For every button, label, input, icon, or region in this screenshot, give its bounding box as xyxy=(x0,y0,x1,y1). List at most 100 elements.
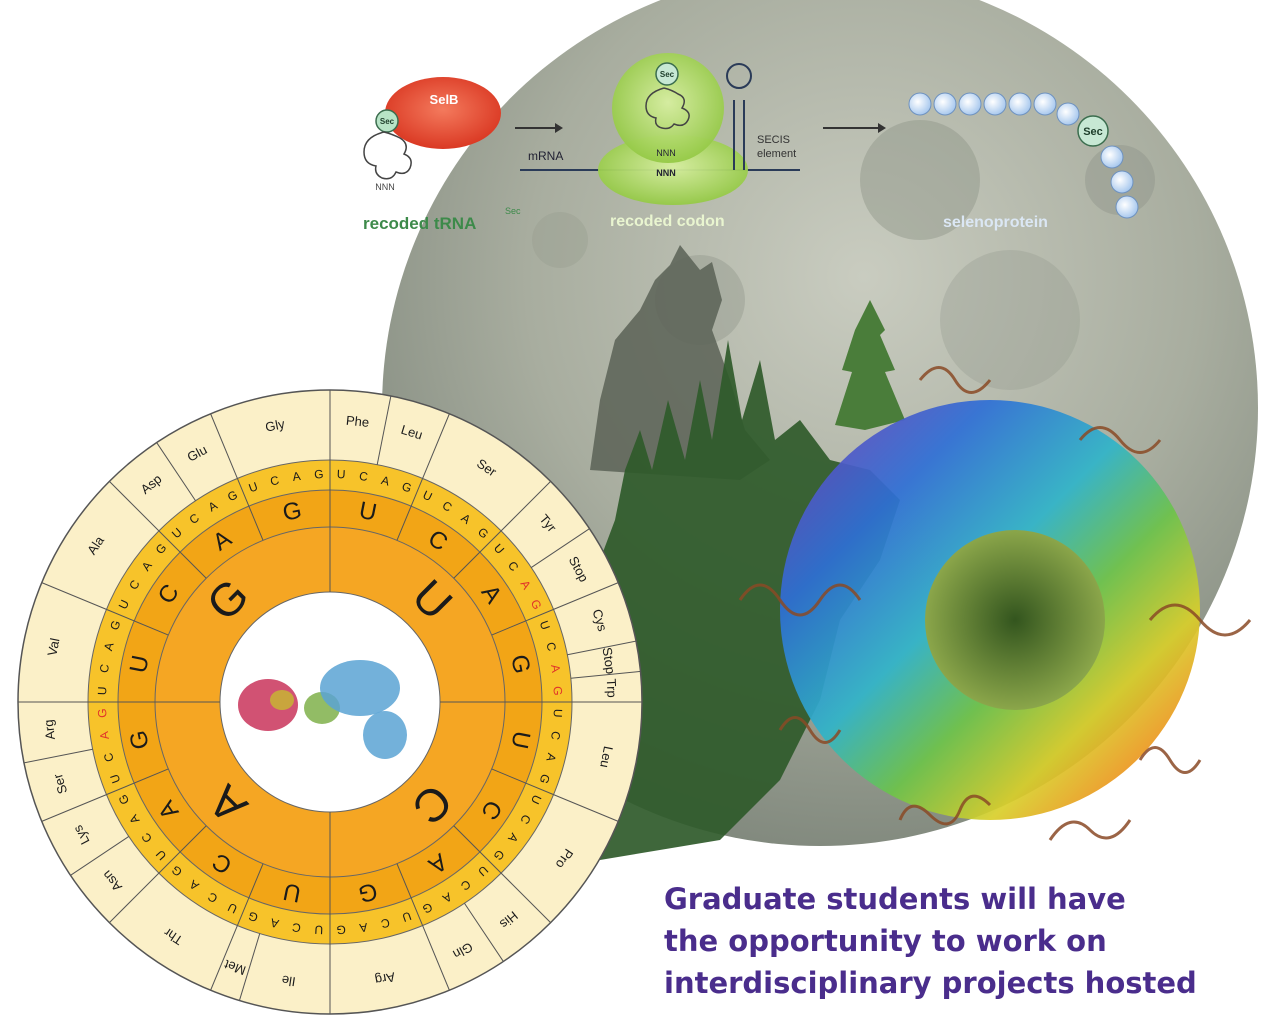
middle-divider xyxy=(106,608,169,636)
mrna-label: mRNA xyxy=(528,149,563,163)
third-base-label: A xyxy=(543,752,559,763)
amino-acid-bead xyxy=(958,92,982,116)
third-base-label: C xyxy=(548,730,563,741)
ribosome-large-subunit xyxy=(612,53,724,163)
third-base-label: A xyxy=(269,915,280,931)
second-base-label: G xyxy=(280,497,304,527)
protein-domain-blue xyxy=(363,711,407,759)
rna-helix xyxy=(898,794,992,826)
ring-hole xyxy=(925,530,1105,710)
third-base-label: U xyxy=(95,686,109,695)
middle-divider xyxy=(491,768,554,796)
trna-icon xyxy=(363,131,412,180)
rna-helix xyxy=(1138,746,1202,774)
arrow-2-head xyxy=(878,123,886,133)
amino-acid-label: Ser xyxy=(50,771,70,795)
amino-acid-label: Val xyxy=(44,637,62,658)
third-base-label: G xyxy=(107,618,123,632)
middle-divider xyxy=(396,863,424,926)
second-base-label: U xyxy=(505,729,535,751)
third-base-label: G xyxy=(336,923,346,937)
amino-acid-divider xyxy=(570,670,641,679)
rna-helix xyxy=(918,366,992,394)
third-base-label: U xyxy=(337,467,346,481)
amino-acid-label: Phe xyxy=(345,413,369,430)
forest-silhouette xyxy=(600,340,900,860)
amino-acid-divider xyxy=(41,582,107,610)
recoded-trna-label: recoded tRNA xyxy=(363,214,476,233)
secis-label: SECIS xyxy=(757,134,790,146)
caption-line-2: the opportunity to work on xyxy=(664,924,1107,958)
second-base-label: G xyxy=(125,728,155,752)
amino-acid-label: Trp xyxy=(604,678,620,698)
amino-acid-divider xyxy=(23,748,93,764)
amino-acid-bead xyxy=(1115,195,1139,219)
third-base-label: C xyxy=(269,473,281,489)
third-base-label: C xyxy=(97,663,112,674)
sec-badge-label: Sec xyxy=(380,117,395,126)
secis-loop xyxy=(726,63,752,89)
third-base-label: A xyxy=(380,473,391,489)
selb-protein xyxy=(385,77,501,149)
third-base-label: A xyxy=(292,469,302,484)
amino-acid-divider xyxy=(210,925,238,991)
amino-acid-divider xyxy=(41,794,107,822)
selb-label: SelB xyxy=(430,92,459,107)
middle-divider xyxy=(158,530,207,579)
rna-helix xyxy=(1048,819,1132,841)
caption: Graduate students will have the opportun… xyxy=(664,878,1264,1004)
secis-element-label: element xyxy=(757,148,796,160)
caption-line-3: interdisciplinary projects hosted xyxy=(664,966,1197,1000)
middle-divider xyxy=(158,825,207,874)
ribosome-structure xyxy=(738,366,1252,841)
amino-acid-divider xyxy=(109,481,160,532)
amino-acid-label: Cys xyxy=(589,607,610,633)
amino-acid-label: Gly xyxy=(264,416,287,435)
selenoprotein-chain: Sec xyxy=(908,92,1139,219)
middle-divider xyxy=(491,608,554,636)
amino-acid-divider xyxy=(553,582,619,610)
middle-divider xyxy=(236,478,264,541)
ribosome-trna-icon xyxy=(645,87,690,130)
amino-acid-bead xyxy=(1100,145,1124,169)
caption-line-1: Graduate students will have xyxy=(664,882,1126,916)
amino-acid-bead xyxy=(983,92,1007,116)
third-base-label: C xyxy=(543,641,559,653)
amino-acid-bead xyxy=(1110,170,1134,194)
ribosome-sec-badge xyxy=(655,62,679,86)
amino-acid-bead xyxy=(1033,92,1057,116)
amino-acid-label: Met xyxy=(222,957,248,979)
second-base-label: U xyxy=(357,497,379,527)
amino-acid-label: Leu xyxy=(597,745,616,769)
third-base-label: U xyxy=(314,923,323,937)
moon-crater xyxy=(532,212,588,268)
third-base-label: C xyxy=(291,920,302,935)
anticodon-label: NNN xyxy=(656,148,676,158)
sec-bead-label: Sec xyxy=(1083,126,1103,138)
moon-crater xyxy=(860,120,980,240)
third-base-label: A xyxy=(358,920,368,935)
protein-domain-yellow xyxy=(270,690,294,710)
amino-acid-divider xyxy=(376,395,392,465)
ribosome-sec-label: Sec xyxy=(660,70,675,79)
amino-acid-label: Leu xyxy=(399,422,424,443)
middle-divider xyxy=(453,825,502,874)
amino-acid-label: Arg xyxy=(41,719,58,741)
second-base-label: U xyxy=(125,653,155,675)
rna-helices xyxy=(738,366,1252,841)
rna-helix xyxy=(1148,603,1252,637)
third-base-label: C xyxy=(101,751,117,763)
amino-acid-divider xyxy=(567,640,637,656)
third-base-label: G xyxy=(246,909,260,925)
amino-acid-divider xyxy=(109,872,160,923)
second-base-label: G xyxy=(356,877,380,907)
second-base-label: U xyxy=(281,877,303,907)
protein-domain-blue xyxy=(320,660,400,716)
sec-bead xyxy=(1077,115,1109,147)
amino-acid-divider xyxy=(70,836,130,876)
amino-acid-divider xyxy=(553,794,619,822)
selenoprotein-label: selenoprotein xyxy=(943,214,1048,231)
middle-divider xyxy=(236,863,264,926)
